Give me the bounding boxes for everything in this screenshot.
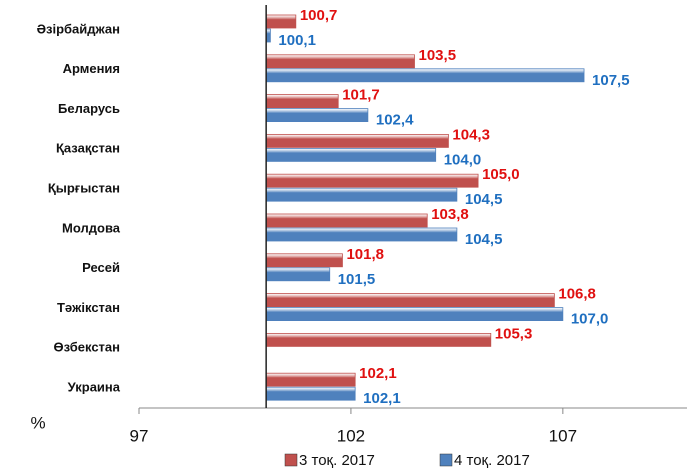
category-label: Әзірбайджан — [37, 21, 120, 36]
bar — [265, 94, 339, 108]
bar — [265, 54, 415, 69]
legend-label: 3 тоқ. 2017 — [299, 452, 375, 469]
value-label: 104,5 — [465, 191, 503, 208]
value-label: 107,0 — [571, 311, 609, 328]
category-label: Молдова — [62, 220, 121, 235]
value-label: 105,3 — [495, 325, 533, 342]
value-label: 100,7 — [300, 7, 338, 24]
bar — [265, 227, 458, 242]
bar — [265, 213, 428, 228]
value-label: 105,0 — [482, 166, 520, 183]
value-label: 101,5 — [338, 271, 376, 288]
axis-label: % — [30, 413, 45, 432]
value-label: 101,8 — [346, 246, 384, 263]
legend-swatch — [439, 453, 453, 467]
category-label: Қазақстан — [56, 141, 120, 156]
category-label: Украина — [68, 380, 121, 395]
bar — [265, 267, 331, 282]
category-label: Өзбекстан — [53, 340, 120, 355]
bar — [265, 14, 297, 29]
x-tick-label: 102 — [337, 426, 365, 445]
value-label: 102,1 — [359, 365, 397, 382]
value-label: 107,5 — [592, 72, 630, 89]
x-tick-label: 97 — [130, 426, 149, 445]
value-label: 103,5 — [419, 47, 457, 64]
category-label: Қырғыстан — [48, 181, 120, 196]
legend-label: 4 тоқ. 2017 — [454, 452, 530, 469]
value-label: 104,5 — [465, 231, 503, 248]
value-label: 106,8 — [558, 286, 596, 303]
legend-swatch — [284, 453, 298, 467]
value-label: 102,1 — [363, 390, 401, 407]
value-label: 101,7 — [342, 87, 380, 104]
category-label: Тәжікстан — [57, 300, 120, 315]
bar — [265, 147, 437, 162]
value-label: 104,0 — [444, 151, 482, 168]
bar — [265, 173, 479, 188]
bar — [265, 68, 585, 83]
category-label: Армения — [63, 61, 120, 76]
bar — [265, 332, 492, 347]
value-label: 102,4 — [376, 112, 414, 129]
value-label: 104,3 — [452, 126, 490, 143]
x-tick-label: 107 — [549, 426, 577, 445]
category-label: Ресей — [82, 260, 120, 275]
bar — [265, 293, 555, 308]
bar — [265, 133, 449, 148]
bar — [265, 108, 369, 122]
category-label: Беларусь — [58, 101, 120, 116]
bar — [265, 307, 564, 322]
bar — [265, 187, 458, 202]
bar — [265, 372, 356, 387]
value-label: 103,8 — [431, 206, 469, 223]
bar — [265, 386, 356, 401]
value-label: 100,1 — [278, 32, 316, 49]
bar — [265, 253, 343, 268]
